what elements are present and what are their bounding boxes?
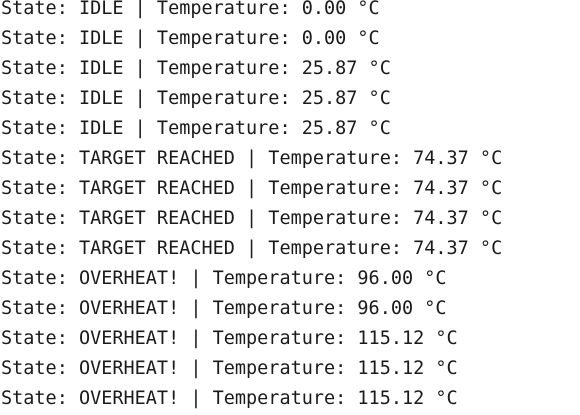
console-line: State: IDLE | Temperature: 0.00 °C [1, 0, 380, 19]
console-line: State: TARGET REACHED | Temperature: 74.… [1, 238, 503, 259]
console-line: State: IDLE | Temperature: 25.87 °C [1, 58, 391, 79]
console-line: State: IDLE | Temperature: 25.87 °C [1, 118, 391, 139]
console-line: State: TARGET REACHED | Temperature: 74.… [1, 208, 503, 229]
console-line: State: OVERHEAT! | Temperature: 96.00 °C [1, 268, 447, 289]
console-line: State: OVERHEAT! | Temperature: 115.12 °… [1, 388, 458, 409]
console-line: State: IDLE | Temperature: 25.87 °C [1, 88, 391, 109]
console-line: State: OVERHEAT! | Temperature: 115.12 °… [1, 358, 458, 379]
console-line: State: TARGET REACHED | Temperature: 74.… [1, 178, 503, 199]
console-line: State: OVERHEAT! | Temperature: 96.00 °C [1, 298, 447, 319]
console-line: State: IDLE | Temperature: 0.00 °C [1, 28, 380, 49]
console-line: State: OVERHEAT! | Temperature: 115.12 °… [1, 328, 458, 349]
console-line: State: TARGET REACHED | Temperature: 74.… [1, 148, 503, 169]
